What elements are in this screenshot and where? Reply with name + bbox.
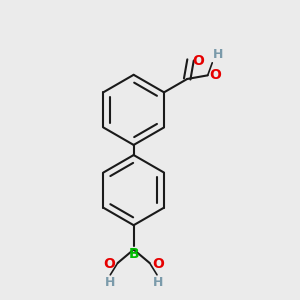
- Text: B: B: [128, 248, 139, 262]
- Text: O: O: [103, 256, 115, 271]
- Text: H: H: [104, 276, 115, 289]
- Text: H: H: [213, 48, 224, 61]
- Text: O: O: [193, 54, 205, 68]
- Text: O: O: [152, 256, 164, 271]
- Text: H: H: [152, 276, 163, 289]
- Text: O: O: [209, 68, 221, 82]
